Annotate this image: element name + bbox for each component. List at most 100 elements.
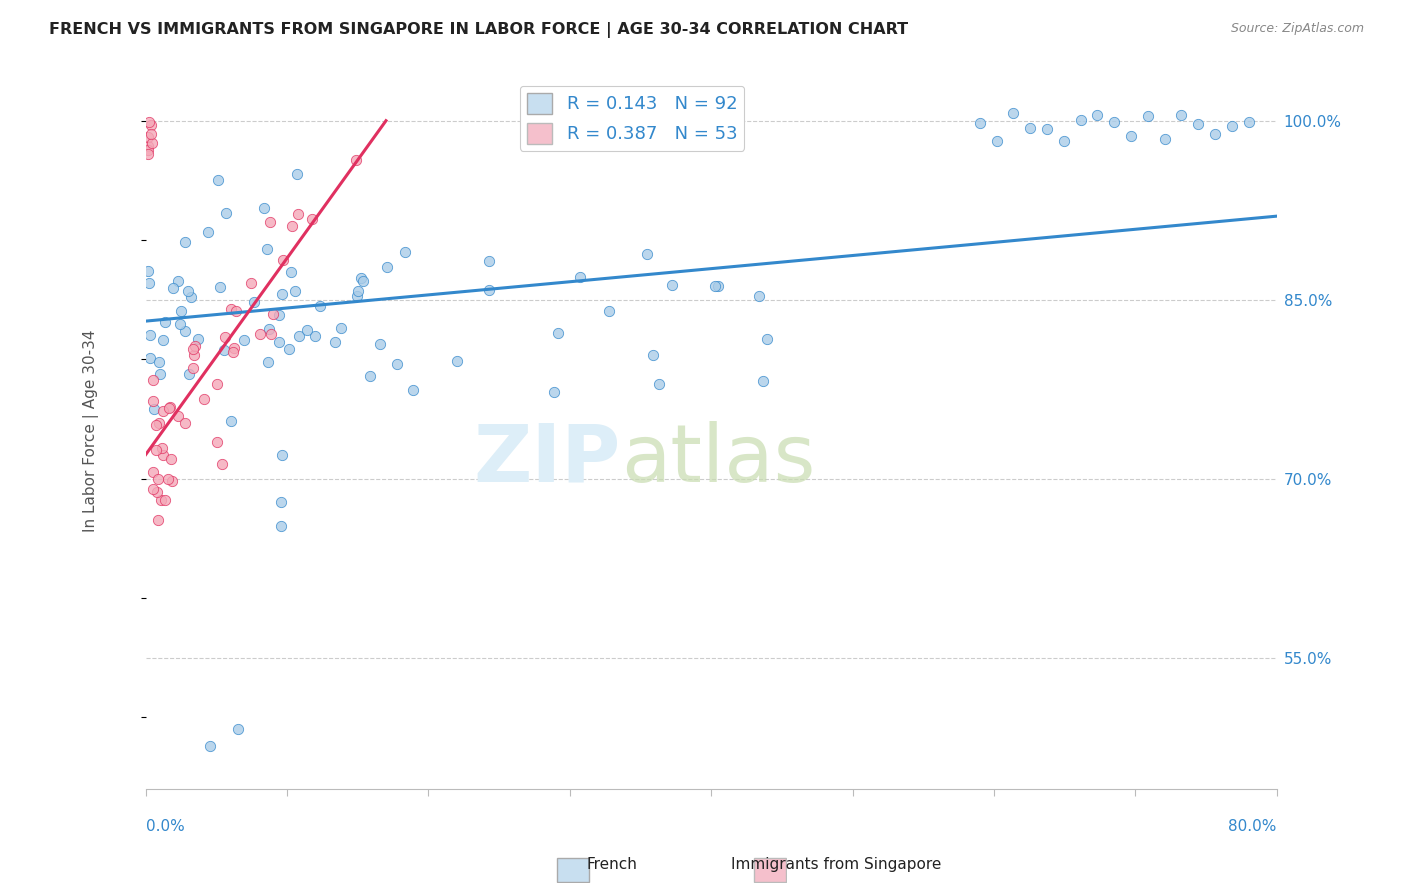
Point xyxy=(262,307,284,321)
Point xyxy=(146,472,169,486)
Point xyxy=(284,285,307,299)
Point xyxy=(344,153,367,168)
Point xyxy=(198,739,221,753)
Point xyxy=(233,333,256,347)
Point xyxy=(478,283,501,297)
Point xyxy=(141,466,163,480)
Point xyxy=(986,134,1008,148)
Point xyxy=(205,377,228,392)
Point xyxy=(756,332,779,346)
Point xyxy=(148,416,170,430)
Text: French: French xyxy=(586,857,637,872)
FancyBboxPatch shape xyxy=(557,858,589,881)
Point xyxy=(636,246,658,260)
Point xyxy=(270,495,292,509)
Point xyxy=(162,281,184,295)
Point xyxy=(145,418,167,433)
Point xyxy=(208,280,231,294)
Point xyxy=(146,484,169,499)
Point xyxy=(285,167,308,181)
Point xyxy=(748,289,770,303)
Point xyxy=(183,348,205,362)
Point xyxy=(153,315,176,329)
Point xyxy=(138,147,160,161)
Point xyxy=(547,326,569,341)
Point xyxy=(278,342,301,356)
Point xyxy=(647,377,669,392)
Text: 0.0%: 0.0% xyxy=(146,819,184,834)
Point xyxy=(152,448,174,462)
Point xyxy=(270,519,292,533)
Point xyxy=(142,373,165,387)
Point xyxy=(1053,134,1076,148)
Text: Immigrants from Singapore: Immigrants from Singapore xyxy=(731,857,942,872)
Point xyxy=(346,288,368,302)
Point xyxy=(169,317,191,331)
Point xyxy=(478,254,501,268)
Point xyxy=(212,343,235,357)
Point xyxy=(257,355,280,369)
Point xyxy=(139,127,162,141)
Point xyxy=(1170,108,1192,122)
Point xyxy=(270,448,292,462)
Point xyxy=(148,355,170,369)
Point xyxy=(157,401,180,415)
Point xyxy=(152,404,174,418)
Point xyxy=(149,493,172,508)
Point xyxy=(295,323,318,337)
Point xyxy=(142,401,165,416)
Point xyxy=(149,367,172,381)
Point xyxy=(193,392,215,406)
Point xyxy=(156,472,179,486)
Point xyxy=(1204,127,1226,141)
Point xyxy=(325,335,347,350)
Point xyxy=(207,435,229,450)
Point xyxy=(1119,128,1142,143)
Point xyxy=(146,513,169,527)
Point xyxy=(139,351,162,366)
Text: 80.0%: 80.0% xyxy=(1229,819,1277,834)
Point xyxy=(253,201,276,215)
Point xyxy=(150,441,173,455)
Point xyxy=(368,336,391,351)
Point xyxy=(174,325,197,339)
Point xyxy=(225,304,247,318)
Point xyxy=(243,295,266,310)
Point xyxy=(256,242,278,256)
Point xyxy=(173,235,195,250)
Point xyxy=(215,206,238,220)
Point xyxy=(446,354,468,368)
Point xyxy=(287,207,309,221)
Point xyxy=(1136,110,1159,124)
Point xyxy=(160,475,183,489)
Point xyxy=(226,722,249,736)
Point xyxy=(174,416,197,430)
Point xyxy=(186,332,208,346)
Point xyxy=(145,442,167,457)
Point xyxy=(153,493,176,508)
Point xyxy=(1002,105,1025,120)
Point xyxy=(138,264,160,278)
Point xyxy=(350,271,373,285)
Point xyxy=(179,368,201,382)
Point xyxy=(214,330,236,344)
Point xyxy=(181,360,204,375)
Point xyxy=(402,383,425,397)
Point xyxy=(219,302,242,317)
Point xyxy=(1070,113,1092,128)
Point xyxy=(170,303,193,318)
Point xyxy=(222,341,245,355)
Point xyxy=(288,329,311,343)
Point xyxy=(138,129,160,144)
Point xyxy=(269,334,291,349)
Text: ZIP: ZIP xyxy=(474,420,620,499)
Point xyxy=(641,348,664,362)
Point xyxy=(569,270,592,285)
Point xyxy=(180,290,202,304)
Point xyxy=(139,119,162,133)
Point xyxy=(1036,121,1059,136)
Point xyxy=(661,278,683,293)
FancyBboxPatch shape xyxy=(754,858,786,881)
Legend: R = 0.143   N = 92, R = 0.387   N = 53: R = 0.143 N = 92, R = 0.387 N = 53 xyxy=(520,86,744,151)
Point xyxy=(138,143,160,157)
